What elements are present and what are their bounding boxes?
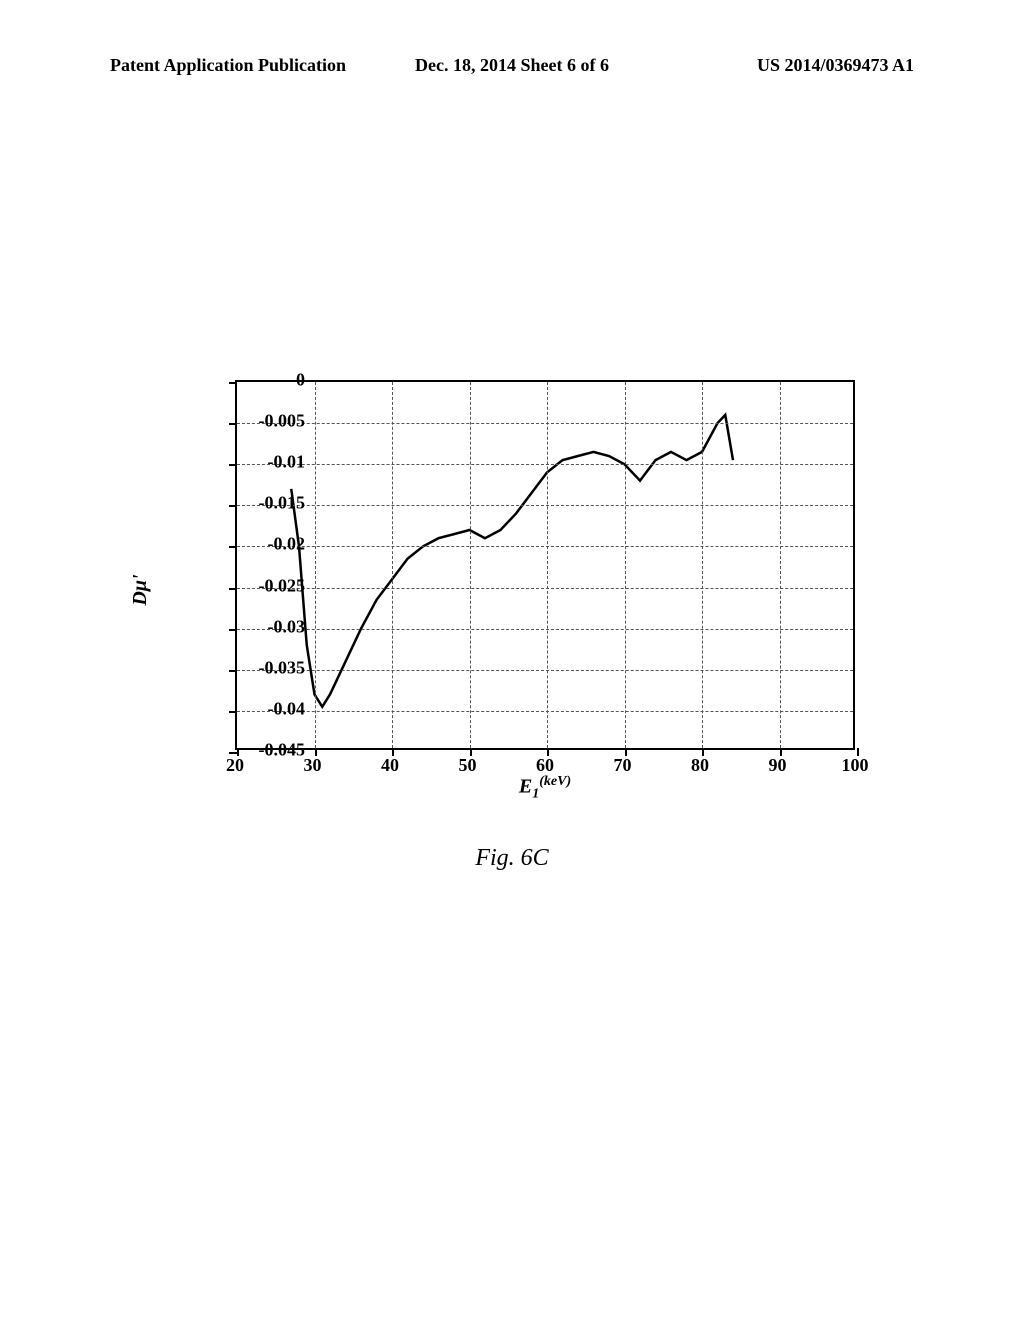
gridline-h — [237, 464, 853, 465]
y-tick-label: -0.02 — [225, 534, 305, 555]
x-tick-label: 70 — [614, 755, 632, 776]
y-tick-label: -0.005 — [225, 411, 305, 432]
gridline-h — [237, 505, 853, 506]
y-tick-label: 0 — [225, 370, 305, 391]
x-tick-label: 80 — [691, 755, 709, 776]
gridline-v — [780, 382, 781, 748]
x-axis-title: E1(keV) — [519, 774, 571, 803]
x-tick-label: 90 — [769, 755, 787, 776]
figure-caption: Fig. 6C — [0, 845, 1024, 872]
y-tick-label: -0.04 — [225, 698, 305, 719]
y-tick-label: -0.01 — [225, 452, 305, 473]
x-tick-label: 50 — [459, 755, 477, 776]
y-tick-label: -0.03 — [225, 616, 305, 637]
gridline-h — [237, 588, 853, 589]
x-tick-label: 20 — [226, 755, 244, 776]
page-header: Patent Application Publication Dec. 18, … — [0, 55, 1024, 76]
y-tick-label: -0.025 — [225, 575, 305, 596]
gridline-v — [625, 382, 626, 748]
gridline-v — [547, 382, 548, 748]
gridline-h — [237, 423, 853, 424]
gridline-h — [237, 546, 853, 547]
x-tick-label: 100 — [842, 755, 869, 776]
gridline-h — [237, 711, 853, 712]
gridline-v — [702, 382, 703, 748]
x-tick-label: 30 — [304, 755, 322, 776]
y-axis-title: Dμ' — [129, 574, 152, 605]
plot-area: E1(keV) — [235, 380, 855, 750]
header-right: US 2014/0369473 A1 — [646, 55, 914, 76]
x-tick-label: 60 — [536, 755, 554, 776]
chart: Dμ' E1(keV) 0-0.005-0.01-0.015-0.02-0.02… — [170, 380, 870, 800]
gridline-v — [470, 382, 471, 748]
gridline-v — [392, 382, 393, 748]
gridline-v — [315, 382, 316, 748]
x-tick-label: 40 — [381, 755, 399, 776]
y-tick-label: -0.035 — [225, 657, 305, 678]
gridline-h — [237, 670, 853, 671]
header-center: Dec. 18, 2014 Sheet 6 of 6 — [378, 55, 646, 76]
y-tick-label: -0.015 — [225, 493, 305, 514]
gridline-h — [237, 629, 853, 630]
header-left: Patent Application Publication — [110, 55, 378, 76]
